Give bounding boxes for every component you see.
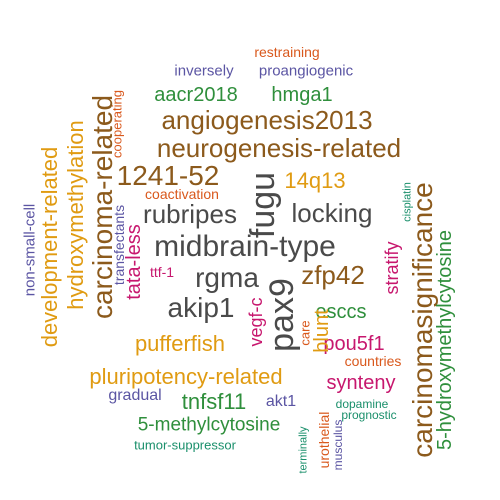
word-musculus: musculus [331,419,345,471]
word-stratify: stratify [382,241,402,295]
word-urothelial: urothelial [316,411,332,469]
word-cooperating: cooperating [109,90,125,158]
word-fugu: fugu [244,171,282,239]
word-pufferfish: pufferfish [134,331,226,356]
word-5-hydroxymethylcytosine: 5-hydroxymethylcytosine [434,229,456,451]
word-vegf-c: vegf-c [246,297,266,347]
word-pluripotency-related: pluripotency-related [89,364,283,389]
word-pax9: pax9 [263,278,301,352]
word-akt1: akt1 [265,393,297,410]
word-development-related: development-related [37,146,62,348]
word-tata-less: tata-less [123,224,145,300]
word-rgma: rgma [195,262,259,293]
word-coactivation: coactivation [145,186,219,202]
word-aacr2018: aacr2018 [154,84,238,106]
word-terminally: terminally [297,426,310,474]
word-countries: countries [344,353,402,369]
word-hydroxymethylation: hydroxymethylation [63,120,88,310]
word-5-methylcytosine: 5-methylcytosine [137,414,281,436]
word-tumor-suppressor: tumor-suppressor [134,437,236,453]
word-tnfsf11: tnfsf11 [181,389,247,414]
word-midbrain-type: midbrain-type [154,230,336,263]
word-zfp42: zfp42 [301,260,365,290]
word-akip1: akip1 [167,292,235,323]
word-gradual: gradual [108,387,162,404]
word-pou5f1: pou5f1 [323,333,385,355]
word-angiogenesis2013: angiogenesis2013 [161,105,373,135]
word-dopamine: dopamine [335,397,389,411]
word-neurogenesis-related: neurogenesis-related [156,133,402,163]
word-synteny: synteny [326,372,396,394]
word-blunt: blunt [311,309,333,353]
word-prognostic: prognostic [341,408,397,422]
word-proangiogenic: proangiogenic [258,62,354,80]
word-ttf-1: ttf-1 [149,264,175,280]
word-14q13: 14q13 [284,168,346,193]
word-locking: locking [291,198,373,228]
word-hmga1: hmga1 [271,84,333,106]
word-care: care [297,320,313,346]
word-esccs: esccs [315,301,367,323]
word-carcinomasignificance: carcinomasignificance [407,182,438,458]
word-1241-52: 1241-52 [116,160,220,191]
word-restraining: restraining [254,44,320,60]
word-inversely: inversely [174,62,234,80]
word-rubripes: rubripes [143,199,237,229]
word-non-small-cell: non-small-cell [21,203,39,297]
